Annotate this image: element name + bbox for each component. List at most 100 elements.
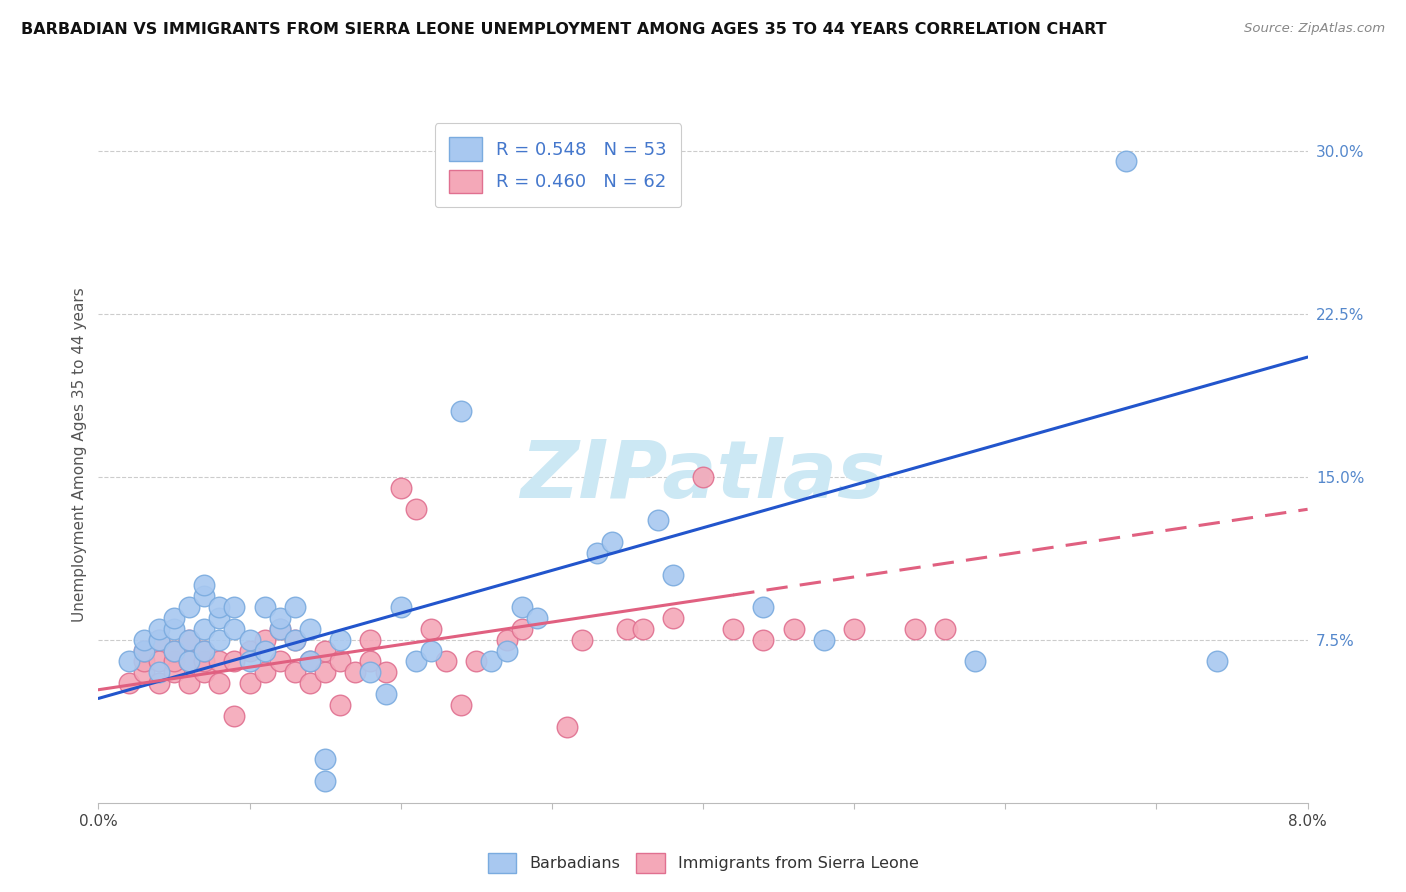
Point: [193, 589, 215, 603]
Point: [148, 655, 170, 669]
Point: [193, 643, 215, 657]
Point: [179, 676, 201, 690]
Point: [163, 655, 186, 669]
Point: [299, 655, 322, 669]
Point: [752, 632, 775, 647]
Point: [510, 600, 533, 615]
Point: [692, 469, 714, 483]
Point: [647, 513, 669, 527]
Point: [208, 632, 231, 647]
Point: [450, 404, 472, 418]
Point: [329, 632, 352, 647]
Point: [299, 655, 322, 669]
Point: [148, 632, 170, 647]
Point: [844, 622, 866, 636]
Point: [495, 643, 517, 657]
Point: [239, 655, 262, 669]
Point: [374, 687, 396, 701]
Point: [224, 655, 246, 669]
Point: [616, 622, 638, 636]
Point: [284, 665, 307, 680]
Point: [405, 655, 427, 669]
Point: [374, 665, 396, 680]
Point: [132, 665, 155, 680]
Point: [783, 622, 806, 636]
Point: [208, 611, 231, 625]
Point: [314, 774, 336, 789]
Point: [904, 622, 927, 636]
Point: [284, 632, 307, 647]
Point: [208, 655, 231, 669]
Point: [299, 622, 322, 636]
Point: [239, 643, 262, 657]
Point: [420, 643, 443, 657]
Point: [179, 600, 201, 615]
Point: [299, 676, 322, 690]
Legend: R = 0.548   N = 53, R = 0.460   N = 62: R = 0.548 N = 53, R = 0.460 N = 62: [434, 123, 681, 207]
Point: [163, 643, 186, 657]
Point: [269, 622, 291, 636]
Point: [148, 676, 170, 690]
Text: Source: ZipAtlas.com: Source: ZipAtlas.com: [1244, 22, 1385, 36]
Point: [752, 600, 775, 615]
Point: [208, 600, 231, 615]
Point: [208, 676, 231, 690]
Point: [405, 502, 427, 516]
Point: [132, 632, 155, 647]
Point: [179, 632, 201, 647]
Point: [723, 622, 745, 636]
Point: [253, 665, 276, 680]
Point: [329, 698, 352, 712]
Point: [239, 632, 262, 647]
Point: [163, 643, 186, 657]
Point: [434, 655, 457, 669]
Point: [193, 643, 215, 657]
Point: [555, 720, 578, 734]
Point: [269, 611, 291, 625]
Point: [314, 665, 336, 680]
Point: [284, 600, 307, 615]
Point: [526, 611, 548, 625]
Point: [163, 665, 186, 680]
Point: [965, 655, 987, 669]
Point: [148, 665, 170, 680]
Point: [571, 632, 593, 647]
Text: BARBADIAN VS IMMIGRANTS FROM SIERRA LEONE UNEMPLOYMENT AMONG AGES 35 TO 44 YEARS: BARBADIAN VS IMMIGRANTS FROM SIERRA LEON…: [21, 22, 1107, 37]
Point: [284, 632, 307, 647]
Point: [360, 632, 382, 647]
Point: [329, 655, 352, 669]
Point: [360, 665, 382, 680]
Legend: Barbadians, Immigrants from Sierra Leone: Barbadians, Immigrants from Sierra Leone: [481, 847, 925, 880]
Point: [1115, 154, 1137, 169]
Point: [510, 622, 533, 636]
Point: [389, 600, 412, 615]
Point: [132, 643, 155, 657]
Point: [193, 622, 215, 636]
Point: [450, 698, 472, 712]
Point: [163, 622, 186, 636]
Point: [934, 622, 956, 636]
Y-axis label: Unemployment Among Ages 35 to 44 years: Unemployment Among Ages 35 to 44 years: [72, 287, 87, 623]
Point: [344, 665, 367, 680]
Point: [163, 611, 186, 625]
Point: [179, 632, 201, 647]
Point: [132, 643, 155, 657]
Point: [495, 632, 517, 647]
Point: [662, 611, 685, 625]
Point: [239, 676, 262, 690]
Text: ZIPatlas: ZIPatlas: [520, 437, 886, 515]
Point: [224, 622, 246, 636]
Point: [314, 752, 336, 766]
Point: [132, 655, 155, 669]
Point: [813, 632, 835, 647]
Point: [193, 655, 215, 669]
Point: [118, 676, 141, 690]
Point: [179, 655, 201, 669]
Point: [253, 632, 276, 647]
Point: [179, 655, 201, 669]
Point: [1206, 655, 1229, 669]
Point: [269, 655, 291, 669]
Point: [193, 665, 215, 680]
Point: [193, 578, 215, 592]
Point: [586, 546, 609, 560]
